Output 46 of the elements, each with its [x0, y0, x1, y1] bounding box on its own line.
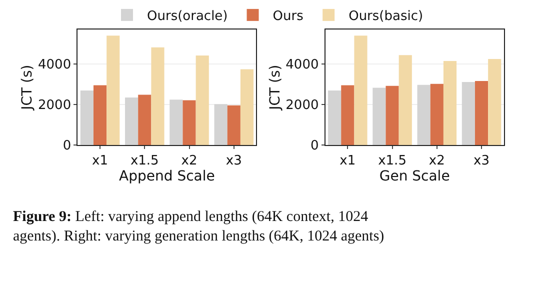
- x-axis-title: Gen Scale: [379, 168, 450, 185]
- x-tick-label: x2: [181, 154, 198, 169]
- x-tick-label: x1.5: [378, 154, 406, 169]
- bar: [125, 97, 138, 146]
- bar: [372, 88, 386, 146]
- bar: [474, 81, 488, 146]
- legend-label: Ours: [272, 9, 304, 24]
- bar: [227, 105, 240, 146]
- x-tick-label: x1: [92, 154, 108, 169]
- bar: [488, 58, 502, 146]
- x-tick-label: x1: [340, 154, 356, 169]
- bar: [398, 55, 412, 146]
- bar: [138, 94, 152, 146]
- legend-label: Ours(basic): [348, 9, 424, 24]
- y-tick-label: 0: [62, 138, 72, 154]
- bar: [443, 60, 457, 146]
- x-tick-label: x1.5: [130, 154, 159, 169]
- y-tick-label: 2000: [38, 98, 72, 114]
- y-axis-title: JCT (s): [20, 64, 36, 111]
- bar: [170, 100, 183, 146]
- bar: [386, 86, 399, 146]
- bar: [328, 90, 342, 146]
- x-axis-title: Append Scale: [119, 168, 215, 185]
- bar: [80, 90, 94, 146]
- bar: [93, 85, 107, 146]
- caption: Figure 9: Left: varying append lengths (64K context, 1024 agents). Right: varying generation lengths (64K, 1024 agents): [13, 209, 384, 244]
- x-tick-label: x2: [428, 154, 445, 169]
- bar: [354, 36, 368, 146]
- bar: [462, 82, 475, 146]
- bar: [106, 36, 120, 146]
- x-tick-label: x3: [474, 154, 490, 169]
- y-tick-label: 0: [310, 138, 319, 154]
- y-tick-label: 4000: [38, 58, 72, 73]
- bar: [196, 56, 209, 146]
- bar: [240, 69, 254, 146]
- y-axis-title: JCT (s): [267, 64, 284, 111]
- x-tick-label: x3: [226, 154, 242, 169]
- y-tick-label: 2000: [286, 98, 319, 114]
- bar: [430, 84, 444, 146]
- bar: [214, 104, 228, 146]
- bar: [151, 47, 164, 146]
- bar: [417, 84, 430, 146]
- bar: [182, 100, 196, 146]
- legend-label: Ours(oracle): [147, 9, 228, 24]
- y-tick-label: 4000: [286, 58, 319, 73]
- bar: [341, 85, 354, 146]
